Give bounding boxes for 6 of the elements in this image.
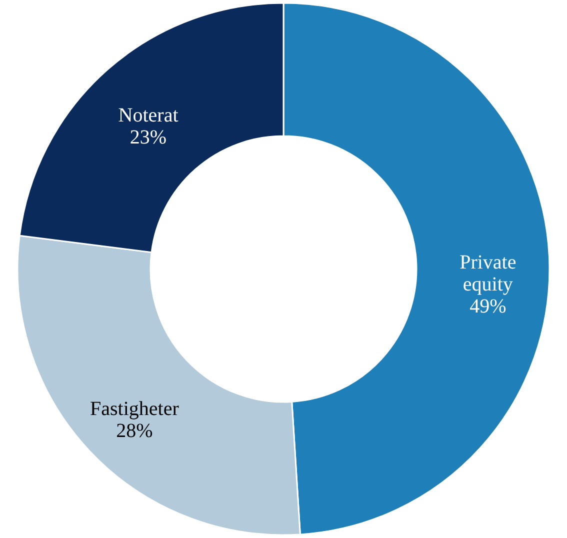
slice-label: Fastigheter	[90, 398, 180, 420]
data-label: 23%	[130, 126, 167, 149]
slice-label: Noterat	[118, 104, 179, 127]
data-label: 28%	[116, 420, 153, 442]
data-label: 49%	[470, 296, 506, 318]
slice-label: Private equity	[460, 252, 516, 296]
